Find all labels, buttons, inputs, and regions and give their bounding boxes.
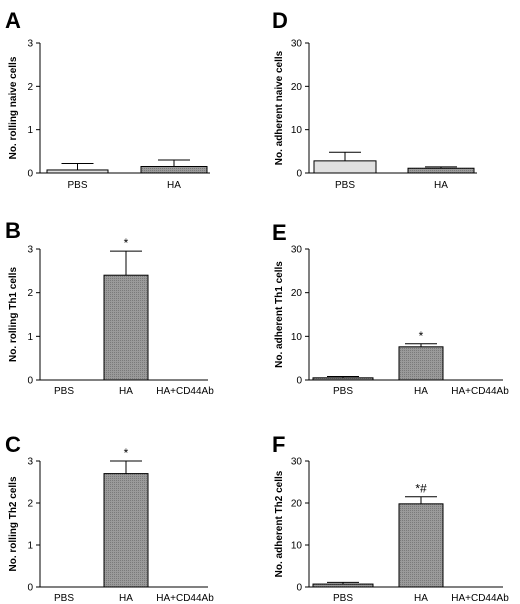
panel-e-category-2: HA+CD44Ab: [451, 386, 509, 397]
panel-e-ytick-label-30: 30: [291, 245, 303, 256]
panel-d-ytick-label-20: 20: [291, 82, 303, 93]
panel-e-category-1: HA: [414, 386, 428, 397]
panel-f-ytick-label-20: 20: [291, 499, 303, 510]
panel-c-category-0: PBS: [54, 593, 74, 604]
panel-f-ylabel: No. adherent Th2 cells: [274, 470, 285, 577]
panel-c-bar-1: [103, 473, 149, 588]
panel-e-ytick-label-10: 10: [291, 332, 303, 343]
panel-b-category-1: HA: [119, 386, 133, 397]
panel-f-bar-0: [312, 583, 374, 588]
panel-e-ylabel: No. adherent Th1 cells: [274, 261, 285, 368]
panel-b-bar-1: [103, 274, 149, 381]
panel-f-label: F: [272, 432, 285, 457]
panel-c-ytick-label-0: 0: [27, 583, 33, 594]
panel-a-bar-0: [46, 169, 109, 174]
panel-f-category-0: PBS: [333, 593, 353, 604]
panel-c-label: C: [5, 432, 21, 457]
panel-e-ytick-label-0: 0: [296, 376, 302, 387]
panel-c-ylabel: No. rolling Th2 cells: [8, 476, 19, 571]
panel-a-category-0: PBS: [67, 180, 87, 191]
panel-c-category-1: HA: [119, 593, 133, 604]
panel-c-ytick-label-2: 2: [27, 499, 33, 510]
panel-b-annotation-1: *: [124, 236, 129, 250]
panel-d-ylabel: No. adherent naive cells: [274, 50, 285, 165]
panel-f-category-1: HA: [414, 593, 428, 604]
panel-d-category-1: HA: [434, 180, 448, 191]
panel-b-category-2: HA+CD44Ab: [156, 386, 214, 397]
panel-a-ylabel: No. rolling naive cells: [8, 56, 19, 159]
panel-f-category-2: HA+CD44Ab: [451, 593, 509, 604]
panel-d-ytick-label-10: 10: [291, 125, 303, 136]
panel-b-ytick-label-1: 1: [27, 332, 33, 343]
panel-b-ytick-label-3: 3: [27, 245, 33, 256]
panel-c-ytick-label-3: 3: [27, 457, 33, 468]
panel-b-ytick-label-0: 0: [27, 376, 33, 387]
panel-a-label: A: [5, 8, 21, 33]
panel-d-label: D: [272, 8, 288, 33]
panel-f-annotation-1: *#: [415, 482, 427, 496]
panel-c-annotation-1: *: [124, 446, 129, 460]
panel-a-ytick-label-1: 1: [27, 125, 33, 136]
panel-b-label: B: [5, 218, 21, 243]
panel-f-bar-1: [398, 503, 444, 588]
panel-b-category-0: PBS: [54, 386, 74, 397]
panel-c-ytick-label-1: 1: [27, 541, 33, 552]
panel-f-ytick-label-10: 10: [291, 541, 303, 552]
panel-f-ytick-label-30: 30: [291, 457, 303, 468]
panel-e-bar-1: [398, 346, 444, 381]
panel-d-bar-0: [313, 160, 377, 174]
panel-e-category-0: PBS: [333, 386, 353, 397]
panel-d-ytick-label-0: 0: [296, 169, 302, 180]
panel-d-category-0: PBS: [335, 180, 355, 191]
panel-b-ytick-label-2: 2: [27, 288, 33, 299]
panel-e-label: E: [272, 220, 287, 245]
panel-a-category-1: HA: [167, 180, 181, 191]
panel-e-ytick-label-20: 20: [291, 288, 303, 299]
panel-d-bar-1: [407, 167, 475, 174]
panel-c-category-2: HA+CD44Ab: [156, 593, 214, 604]
panel-a-ytick-label-2: 2: [27, 82, 33, 93]
panel-a-ytick-label-3: 3: [27, 39, 33, 50]
panel-a-bar-1: [140, 166, 208, 174]
panel-a-ytick-label-0: 0: [27, 169, 33, 180]
panel-e-annotation-1: *: [419, 329, 424, 343]
panel-b-ylabel: No. rolling Th1 cells: [8, 267, 19, 362]
panel-e-bar-0: [312, 377, 374, 381]
panel-f-ytick-label-0: 0: [296, 583, 302, 594]
panel-d-ytick-label-30: 30: [291, 39, 303, 50]
